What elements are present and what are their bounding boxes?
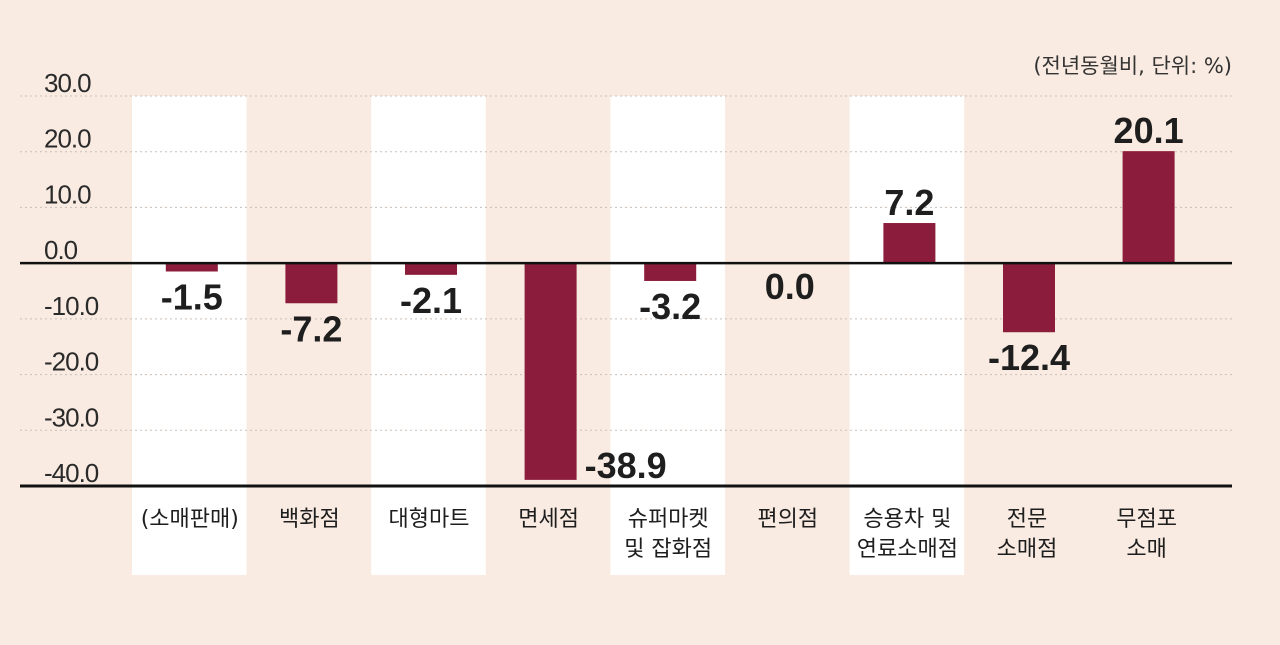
category-label: 소매점	[997, 537, 1058, 562]
category-label: 및 잡화점	[624, 537, 712, 562]
category-label: 편의점	[757, 507, 818, 532]
value-label: 20.1	[1114, 110, 1184, 151]
bar	[165, 263, 218, 272]
y-tick-label: 10.0	[44, 179, 91, 209]
value-label: -38.9	[585, 445, 667, 486]
category-label: 전문	[1007, 507, 1047, 532]
value-label: 7.2	[884, 182, 934, 223]
category-label: 대형마트	[389, 507, 470, 532]
y-tick-label: 30.0	[44, 68, 91, 98]
unit-label: (전년동월비, 단위: %)	[1033, 54, 1232, 78]
category-label: 면세점	[518, 507, 579, 532]
category-label: 무점포	[1116, 507, 1177, 532]
y-tick-label: -10.0	[44, 291, 99, 321]
category-label: 승용차 및	[863, 507, 951, 532]
bar	[883, 223, 936, 264]
y-tick-label: 20.0	[44, 124, 91, 154]
category-label: (소매판매)	[141, 507, 239, 532]
bar	[1003, 263, 1055, 333]
value-label: -1.5	[161, 277, 223, 318]
y-tick-label: 0.0	[44, 235, 78, 265]
category-label: 소매	[1126, 537, 1166, 562]
value-label: -7.2	[280, 308, 342, 349]
value-label: -12.4	[988, 337, 1070, 378]
category-band	[849, 96, 965, 575]
category-label: 슈퍼마켓	[628, 507, 709, 532]
y-tick-label: -40.0	[44, 458, 99, 488]
bar	[405, 263, 457, 275]
y-tick-label: -20.0	[44, 347, 99, 377]
category-band	[371, 96, 486, 575]
category-band	[610, 96, 725, 575]
category-band	[132, 96, 247, 575]
bar	[524, 263, 577, 480]
bar	[285, 263, 338, 304]
bar	[1122, 151, 1175, 264]
bar	[644, 263, 697, 281]
value-label: 0.0	[765, 266, 815, 307]
category-label: 백화점	[279, 507, 340, 532]
y-tick-label: -30.0	[44, 402, 99, 432]
value-label: -2.1	[400, 280, 462, 321]
value-label: -3.2	[639, 286, 701, 327]
category-label: 연료소매점	[857, 537, 958, 562]
